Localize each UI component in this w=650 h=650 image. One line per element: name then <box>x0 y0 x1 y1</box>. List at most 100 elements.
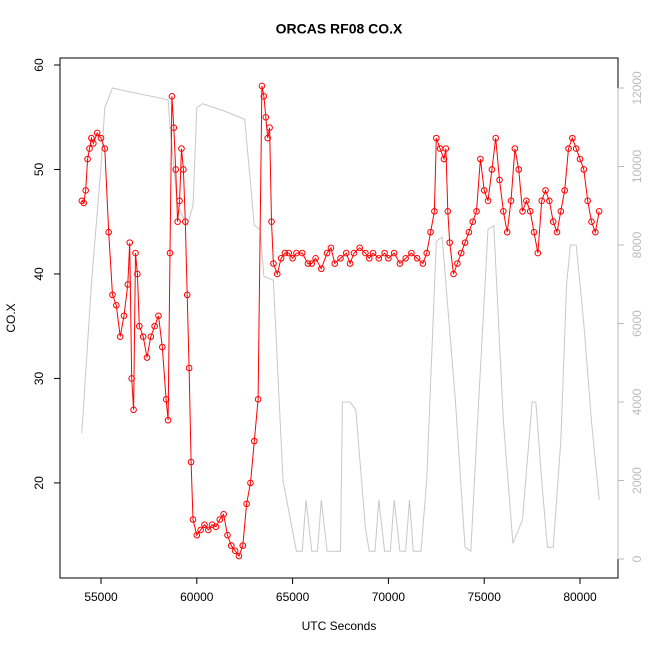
data-point <box>254 396 262 403</box>
data-point <box>584 197 591 205</box>
data-point <box>402 254 409 262</box>
data-point <box>193 531 201 539</box>
y2-tick-label: 2000 <box>630 467 644 494</box>
data-point <box>243 500 250 508</box>
data-point <box>442 145 450 152</box>
data-point <box>362 249 369 257</box>
y-tick-label: 20 <box>32 476 46 490</box>
data-point <box>480 187 488 194</box>
data-point <box>101 145 109 152</box>
data-point <box>201 521 208 529</box>
data-point <box>511 145 519 152</box>
data-point <box>469 218 477 226</box>
data-point <box>176 197 183 205</box>
data-point <box>97 134 105 142</box>
data-point <box>503 228 511 236</box>
data-point <box>549 218 557 226</box>
data-point <box>576 155 584 163</box>
data-point <box>390 249 398 257</box>
data-point <box>350 249 358 257</box>
data-point <box>526 207 534 215</box>
x-tick-label: 80000 <box>563 590 597 604</box>
data-point <box>446 239 454 246</box>
data-point <box>182 218 189 226</box>
data-point <box>168 93 176 100</box>
x-tick-label: 60000 <box>180 590 214 604</box>
data-point <box>116 333 124 340</box>
data-point <box>546 197 553 205</box>
data-point <box>126 239 134 246</box>
data-point <box>147 333 155 340</box>
data-point <box>530 228 538 236</box>
data-point <box>270 260 277 267</box>
data-point <box>231 547 239 555</box>
data-point <box>342 249 350 257</box>
data-point <box>396 260 404 267</box>
y-axis-label: CO.X <box>4 303 18 332</box>
data-point <box>80 199 88 207</box>
data-point <box>109 291 116 299</box>
data-point <box>450 270 457 278</box>
data-point <box>174 218 181 226</box>
data-point <box>183 291 191 299</box>
data-point <box>500 207 507 215</box>
data-point <box>128 375 135 382</box>
data-point <box>124 281 132 288</box>
data-point <box>289 254 296 262</box>
data-point <box>519 207 526 215</box>
data-point <box>312 254 319 262</box>
data-point <box>187 458 195 466</box>
data-point <box>423 249 431 257</box>
data-point <box>262 113 270 121</box>
data-point <box>413 254 421 262</box>
data-point <box>496 176 503 184</box>
data-point <box>523 197 530 205</box>
data-point <box>331 260 339 267</box>
series-line <box>81 85 600 558</box>
data-point <box>484 197 492 205</box>
data-point <box>143 354 151 361</box>
x-tick-label: 70000 <box>372 590 406 604</box>
data-point <box>542 187 549 194</box>
data-point <box>569 134 576 142</box>
data-point <box>212 523 220 531</box>
data-point <box>266 124 273 131</box>
data-point <box>431 207 438 215</box>
data-point <box>465 228 473 236</box>
data-point <box>327 244 335 252</box>
data-point <box>507 197 515 205</box>
data-point <box>134 270 141 278</box>
data-point <box>433 134 440 142</box>
data-point <box>444 207 452 215</box>
series-line <box>81 87 600 553</box>
data-point <box>166 249 174 257</box>
plot-frame <box>59 57 619 579</box>
data-point <box>180 166 187 173</box>
data-point <box>132 249 139 257</box>
data-point <box>86 145 93 152</box>
data-point <box>427 228 434 236</box>
y2-tick-label: 10000 <box>630 149 644 183</box>
data-point <box>375 254 383 262</box>
data-point <box>369 249 377 257</box>
data-point <box>365 254 373 262</box>
data-point <box>264 134 271 142</box>
y2-tick-label: 8000 <box>630 231 644 258</box>
data-point <box>308 260 316 267</box>
data-point <box>477 155 484 163</box>
data-point <box>553 228 561 236</box>
data-point <box>323 249 331 257</box>
data-point <box>84 155 91 163</box>
data-point <box>580 166 588 173</box>
data-point <box>419 260 427 267</box>
data-point <box>534 249 542 257</box>
data-point <box>90 140 97 147</box>
data-point <box>172 166 180 173</box>
data-point <box>561 187 568 194</box>
y-tick-label: 30 <box>32 371 46 385</box>
data-point <box>189 516 197 523</box>
data-point <box>185 364 193 372</box>
data-point <box>164 416 172 424</box>
